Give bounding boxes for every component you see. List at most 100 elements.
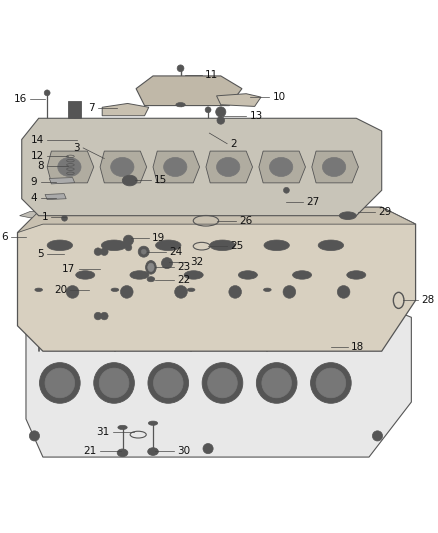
Polygon shape: [206, 151, 253, 183]
Ellipse shape: [269, 157, 293, 176]
Ellipse shape: [164, 157, 187, 176]
Circle shape: [44, 90, 50, 96]
Text: 29: 29: [379, 207, 392, 217]
Circle shape: [162, 257, 173, 269]
Circle shape: [262, 368, 292, 398]
Text: 19: 19: [152, 233, 166, 243]
Polygon shape: [100, 151, 147, 183]
Circle shape: [39, 362, 80, 403]
Ellipse shape: [130, 271, 149, 279]
Text: 27: 27: [307, 197, 320, 207]
Circle shape: [175, 286, 187, 298]
Ellipse shape: [347, 271, 366, 279]
Bar: [68, 101, 81, 118]
Ellipse shape: [187, 288, 195, 292]
Circle shape: [120, 286, 133, 298]
Circle shape: [337, 286, 350, 298]
Circle shape: [208, 368, 237, 398]
Ellipse shape: [184, 271, 203, 279]
Ellipse shape: [117, 449, 128, 457]
Text: 18: 18: [351, 342, 364, 352]
Circle shape: [148, 362, 189, 403]
Text: 3: 3: [73, 143, 80, 153]
Ellipse shape: [322, 157, 346, 176]
Circle shape: [215, 107, 226, 117]
Text: 6: 6: [1, 232, 8, 242]
Text: 7: 7: [88, 103, 95, 112]
Polygon shape: [26, 301, 411, 457]
Circle shape: [229, 286, 241, 298]
Text: 11: 11: [205, 70, 219, 80]
Circle shape: [203, 304, 213, 314]
Text: 22: 22: [177, 275, 191, 285]
Ellipse shape: [122, 175, 137, 186]
Ellipse shape: [58, 157, 81, 176]
Ellipse shape: [111, 157, 134, 176]
Circle shape: [283, 187, 290, 193]
Circle shape: [62, 215, 67, 221]
Ellipse shape: [47, 240, 73, 251]
Circle shape: [94, 362, 134, 403]
Circle shape: [100, 248, 108, 255]
Polygon shape: [153, 151, 200, 183]
Polygon shape: [102, 103, 149, 116]
Polygon shape: [312, 151, 358, 183]
Polygon shape: [216, 94, 261, 107]
Text: 28: 28: [421, 295, 434, 305]
Circle shape: [94, 248, 102, 255]
Circle shape: [29, 321, 39, 331]
Text: 24: 24: [169, 247, 182, 257]
Circle shape: [283, 286, 296, 298]
Circle shape: [311, 362, 351, 403]
Text: 10: 10: [273, 92, 286, 102]
Circle shape: [316, 368, 346, 398]
Ellipse shape: [176, 103, 185, 107]
Ellipse shape: [148, 421, 158, 425]
Circle shape: [66, 286, 79, 298]
Circle shape: [138, 246, 149, 257]
Text: 15: 15: [154, 175, 168, 184]
Circle shape: [141, 249, 146, 254]
Circle shape: [94, 312, 102, 320]
Polygon shape: [18, 207, 416, 232]
Ellipse shape: [147, 277, 155, 282]
Ellipse shape: [264, 288, 271, 292]
Circle shape: [177, 65, 184, 72]
Circle shape: [203, 443, 213, 454]
Circle shape: [153, 368, 183, 398]
Ellipse shape: [210, 240, 235, 251]
Ellipse shape: [293, 271, 311, 279]
Ellipse shape: [216, 157, 240, 176]
Text: 31: 31: [96, 426, 110, 437]
Circle shape: [256, 362, 297, 403]
Circle shape: [125, 244, 132, 251]
Circle shape: [372, 431, 382, 441]
Ellipse shape: [145, 261, 156, 274]
Polygon shape: [45, 193, 66, 199]
Text: 20: 20: [54, 285, 67, 295]
Ellipse shape: [101, 240, 127, 251]
Circle shape: [202, 362, 243, 403]
Text: 5: 5: [37, 249, 44, 259]
Text: 21: 21: [84, 446, 97, 456]
Ellipse shape: [118, 425, 127, 430]
Text: 1: 1: [41, 212, 48, 222]
Text: 25: 25: [230, 241, 244, 251]
Text: 16: 16: [14, 94, 27, 104]
Polygon shape: [18, 207, 416, 351]
Circle shape: [29, 431, 39, 441]
Circle shape: [124, 235, 134, 245]
Text: 23: 23: [177, 262, 191, 272]
Ellipse shape: [238, 271, 258, 279]
Polygon shape: [49, 177, 74, 184]
Circle shape: [45, 368, 74, 398]
Polygon shape: [47, 151, 94, 183]
Text: 4: 4: [31, 193, 37, 203]
Ellipse shape: [76, 271, 95, 279]
Ellipse shape: [155, 240, 181, 251]
Polygon shape: [259, 151, 305, 183]
Circle shape: [372, 321, 382, 331]
Text: 30: 30: [177, 446, 191, 456]
Text: 8: 8: [37, 161, 44, 171]
Ellipse shape: [35, 288, 42, 292]
